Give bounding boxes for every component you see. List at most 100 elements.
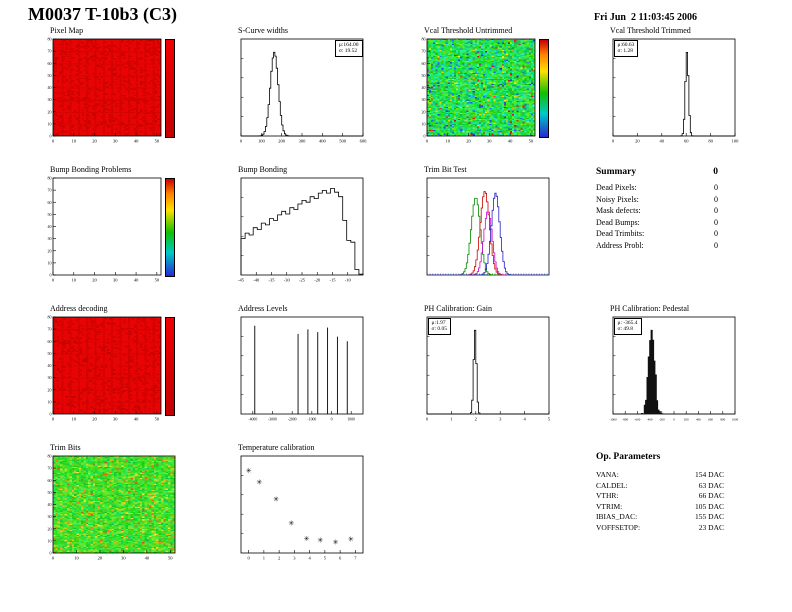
summary-row: Mask defects: 0 [596, 205, 718, 217]
svg-text:0: 0 [52, 556, 55, 561]
svg-text:10: 10 [48, 260, 52, 265]
chart-title: Address decoding [50, 304, 108, 313]
svg-text:0: 0 [52, 417, 55, 422]
svg-text:70: 70 [422, 49, 426, 54]
stats-box: μ: -365.4 σ: 49.8 [613, 317, 642, 336]
summary-label: Dead Pixels: [596, 183, 637, 192]
summary-label: Address Probl: [596, 240, 644, 250]
bump-bonding-plot: -45 -40 -35 -30 -25 -20 -15 -10 [225, 175, 369, 287]
svg-text:80: 80 [48, 454, 52, 459]
op-parameter-label: VTRIM: [596, 501, 623, 511]
chart-title: PH Calibration: Pedestal [610, 304, 690, 313]
op-parameter-label: VOFFSETOP: [596, 522, 641, 532]
svg-text:0: 0 [673, 418, 675, 422]
chart-title: Trim Bit Test [424, 165, 467, 174]
pixel-map-plot: 0 10 20 30 40 50 0 10 20 30 40 50 60 70 80 [37, 36, 181, 148]
svg-text:60: 60 [48, 478, 52, 483]
op-parameter-row: VTHR: 66 DAC [596, 491, 724, 502]
svg-text:0: 0 [50, 273, 52, 278]
svg-text:20: 20 [92, 139, 97, 144]
svg-text:5: 5 [548, 417, 551, 422]
svg-text:3: 3 [499, 417, 502, 422]
svg-text:2: 2 [475, 417, 477, 422]
svg-text:✳: ✳ [246, 467, 252, 475]
svg-text:-10: -10 [345, 278, 352, 283]
svg-text:50: 50 [155, 139, 160, 144]
panel-bump-bonding: Bump Bonding -45 -40 -35 -30 -25 -20 -15 -10 [222, 165, 372, 290]
svg-text:0: 0 [426, 417, 429, 422]
svg-text:3: 3 [293, 556, 296, 561]
summary-total: 0 [713, 167, 718, 177]
svg-text:0: 0 [50, 134, 52, 139]
plot-svg: -1000 -800 -600 -400 -200 0 200 400 600 800 1000 [609, 316, 739, 422]
panel-bump-bonding-problems: Bump Bonding Problems 0 10 20 30 40 50 0 10 20 30… [34, 165, 184, 290]
svg-text:10: 10 [422, 121, 426, 126]
plot-svg: 0 1 2 3 4 5 6 7 ✳ ✳ ✳ ✳ ✳ ✳ ✳ ✳ [240, 455, 364, 561]
svg-text:10: 10 [48, 399, 52, 404]
svg-text:40: 40 [134, 417, 139, 422]
summary-row: Dead Trimbits: 0 [596, 228, 718, 240]
trim-bits-plot: 0 10 20 30 40 50 0 10 20 30 40 50 60 70 80 [37, 453, 181, 565]
svg-text:70: 70 [48, 49, 52, 54]
svg-text:20: 20 [48, 248, 52, 253]
chart-title: Trim Bits [50, 443, 81, 452]
summary-title: Summary [596, 167, 637, 177]
address-levels-plot: -4000 -3000 -2000 -1000 0 1000 [225, 314, 369, 426]
svg-text:100: 100 [732, 139, 740, 144]
op-parameter-label: VTHR: [596, 491, 619, 500]
svg-text:30: 30 [48, 375, 52, 380]
svg-text:20: 20 [48, 109, 52, 114]
svg-text:600: 600 [708, 418, 713, 422]
svg-text:40: 40 [145, 556, 150, 561]
summary-row: Noisy Pixels: 0 [596, 194, 718, 206]
op-parameter-label: VANA: [596, 470, 619, 479]
stats-box: μ:60.63 σ: 1.28 [613, 39, 639, 58]
temperature-calibration-plot: 0 1 2 3 4 5 6 7 ✳ ✳ ✳ ✳ ✳ ✳ ✳ ✳ [225, 453, 369, 565]
svg-text:80: 80 [708, 139, 713, 144]
svg-text:10: 10 [48, 121, 52, 126]
svg-text:10: 10 [74, 556, 79, 561]
svg-text:20: 20 [92, 278, 97, 283]
svg-text:4: 4 [523, 417, 526, 422]
op-parameter-value: 155 DAC [695, 512, 724, 521]
svg-text:✳: ✳ [256, 479, 262, 487]
op-parameters-block: Op. Parameters VANA: 154 DAC CALDEL: 63 DA… [596, 452, 724, 533]
svg-text:50: 50 [155, 278, 160, 283]
svg-text:50: 50 [48, 73, 52, 78]
svg-text:✳: ✳ [333, 538, 339, 546]
svg-text:1000: 1000 [732, 418, 739, 422]
vcal-threshold-untrimmed-plot: 0 10 20 30 40 50 0 10 20 30 40 50 60 70 80 [411, 36, 555, 148]
plot-svg: 0 10 20 30 40 50 0 10 20 30 40 50 60 70 80 [48, 315, 162, 422]
svg-text:-1000: -1000 [307, 418, 316, 422]
op-parameter-row: VTRIM: 105 DAC [596, 502, 724, 513]
svg-text:-30: -30 [284, 278, 291, 283]
svg-text:-45: -45 [238, 278, 245, 283]
svg-text:-3000: -3000 [268, 418, 277, 422]
plot-svg: -4000 -3000 -2000 -1000 0 1000 [240, 316, 364, 422]
panel-trim-bits: Trim Bits 0 10 20 30 40 50 0 10 20 30 40 50 60 70 80 [34, 443, 184, 568]
op-parameter-value: 105 DAC [695, 501, 724, 511]
svg-text:0: 0 [248, 556, 251, 561]
heatmap-canvas [53, 456, 175, 553]
svg-text:0: 0 [50, 412, 52, 417]
chart-title: Bump Bonding Problems [50, 165, 132, 174]
svg-text:20: 20 [466, 139, 471, 144]
svg-text:50: 50 [155, 417, 160, 422]
svg-text:30: 30 [48, 514, 52, 519]
svg-text:40: 40 [422, 85, 426, 90]
svg-text:40: 40 [48, 224, 52, 229]
summary-value: 0 [714, 229, 718, 238]
panel-vcal-threshold-untrimmed: Vcal Threshold Untrimmed 0 10 20 30 40 50 0 10 2… [408, 26, 558, 151]
plot-svg: 0 10 20 30 40 50 0 10 20 30 40 50 60 70 80 [48, 176, 162, 283]
svg-text:0: 0 [612, 139, 615, 144]
summary-label: Mask defects: [596, 206, 641, 215]
svg-text:200: 200 [684, 418, 689, 422]
svg-text:100: 100 [258, 139, 266, 144]
op-parameter-row: IBIAS_DAC: 155 DAC [596, 512, 724, 523]
svg-text:60: 60 [48, 61, 52, 66]
panel-pixel-map: Pixel Map 0 10 20 30 40 50 0 10 20 30 40 50 60 70 80 [34, 26, 184, 151]
chart-title: S-Curve widths [238, 26, 288, 35]
svg-text:20: 20 [422, 109, 426, 114]
svg-text:1: 1 [450, 417, 452, 422]
